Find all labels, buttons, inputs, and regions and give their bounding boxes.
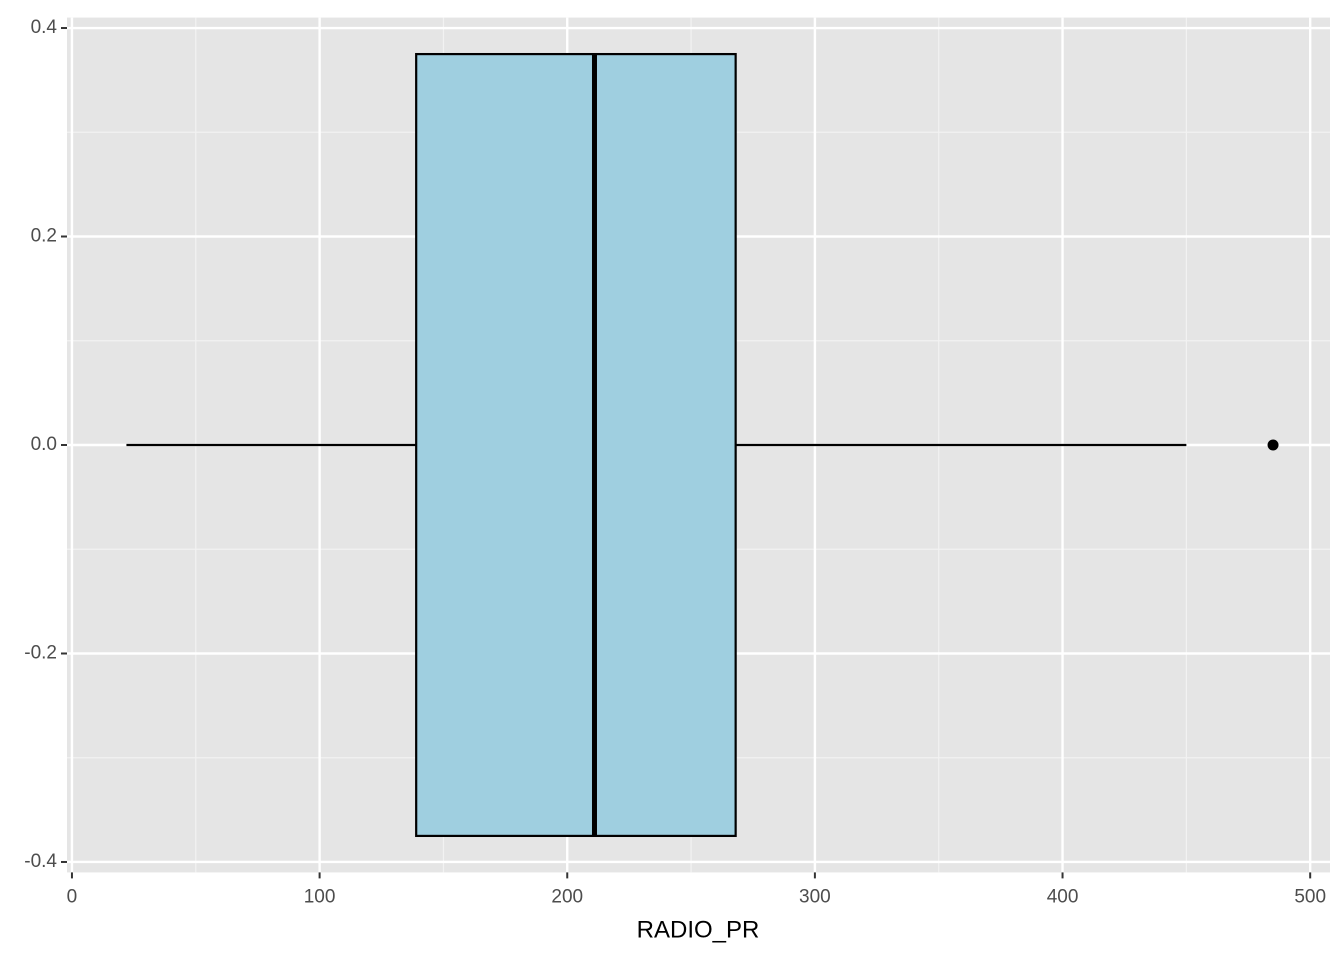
x-axis-title: RADIO_PR	[637, 916, 760, 943]
y-tick-label: -0.4	[24, 851, 57, 872]
y-tick-label: -0.2	[24, 643, 57, 664]
x-tick-label: 100	[304, 886, 336, 907]
x-tick-label: 300	[799, 886, 831, 907]
y-tick-label: 0.0	[31, 434, 57, 455]
outlier	[1267, 439, 1279, 451]
x-tick-label: 200	[551, 886, 583, 907]
y-tick-label: 0.2	[31, 226, 57, 247]
box	[415, 52, 737, 838]
y-tick-label: 0.4	[31, 17, 58, 38]
x-tick-label: 500	[1294, 886, 1326, 907]
x-tick-label: 400	[1047, 886, 1079, 907]
x-tick-label: 0	[67, 886, 78, 907]
